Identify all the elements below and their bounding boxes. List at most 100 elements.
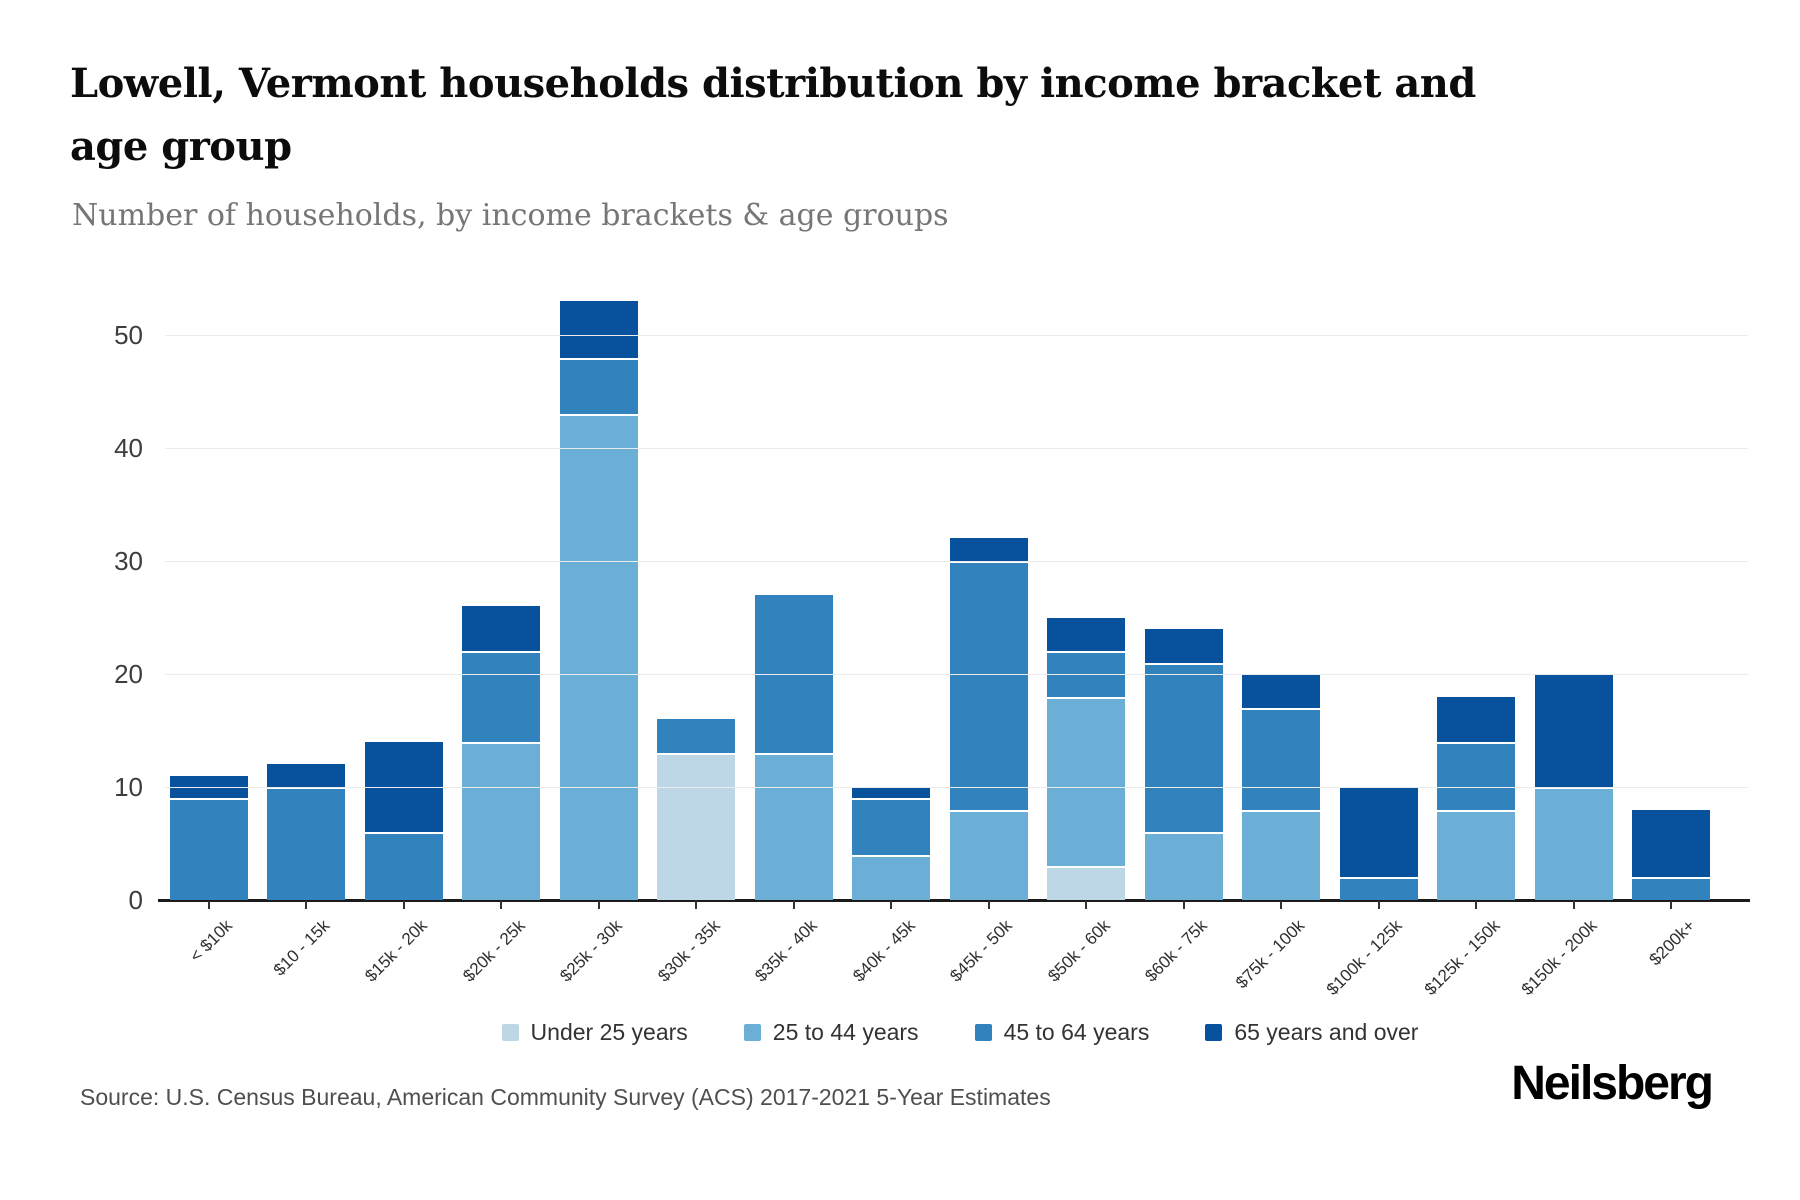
bar-slot (745, 265, 843, 900)
gridline (165, 447, 1748, 449)
legend-item[interactable]: 65 years and over (1205, 1019, 1418, 1046)
legend-label: 25 to 44 years (772, 1018, 919, 1045)
bar-segment[interactable] (1339, 787, 1418, 878)
x-axis-label: $30k - 35k (654, 916, 724, 986)
bar-segment[interactable] (852, 787, 931, 799)
x-axis-tick (1377, 901, 1380, 909)
bar-segment[interactable] (267, 787, 346, 900)
bar-segment[interactable] (462, 651, 541, 742)
gridline (165, 560, 1748, 562)
bar-segment[interactable] (1534, 787, 1613, 900)
bar (1144, 628, 1223, 900)
y-axis-tick-label: 10 (114, 772, 143, 802)
bar-segment[interactable] (1047, 866, 1126, 900)
legend-swatch (974, 1023, 992, 1041)
bar-segment[interactable] (1144, 662, 1223, 833)
x-axis-tick (1085, 901, 1088, 909)
bar (1632, 809, 1711, 900)
bar-slot (1330, 265, 1428, 900)
chart-title: Lowell, Vermont households distribution … (70, 60, 1476, 171)
x-axis-tick (207, 901, 210, 909)
bar-segment[interactable] (559, 357, 638, 415)
bar-segment[interactable] (1437, 741, 1516, 810)
bar-segment[interactable] (1144, 832, 1223, 900)
bar (1437, 696, 1516, 900)
bar-segment[interactable] (1437, 809, 1516, 900)
bar-segment[interactable] (754, 753, 833, 900)
x-axis-tick (695, 901, 698, 909)
x-axis-label: $50k - 60k (1044, 916, 1114, 986)
bar-segment[interactable] (949, 561, 1028, 810)
source-note: Source: U.S. Census Bureau, American Com… (80, 1084, 1051, 1110)
bar-segment[interactable] (462, 741, 541, 900)
bar-segment[interactable] (657, 719, 736, 754)
bar-segment[interactable] (1047, 617, 1126, 652)
y-axis-tick-label: 20 (114, 659, 143, 689)
y-axis-tick-label: 30 (114, 546, 143, 576)
bar (1339, 787, 1418, 900)
bar-segment[interactable] (1047, 696, 1126, 867)
legend-item[interactable]: Under 25 years (501, 1019, 688, 1046)
bar-segment[interactable] (852, 854, 931, 900)
y-axis-tick-label: 40 (114, 433, 143, 463)
legend-swatch (1205, 1023, 1223, 1041)
bar-segment[interactable] (949, 809, 1028, 900)
legend: Under 25 years 25 to 44 years 45 to 64 yea… (160, 1012, 1760, 1052)
gridline (165, 673, 1748, 675)
bar-segment[interactable] (169, 798, 248, 900)
bar-segment[interactable] (1242, 809, 1321, 900)
bar-segment[interactable] (1339, 877, 1418, 900)
x-axis-tick (1280, 901, 1283, 909)
x-axis-tick (305, 901, 308, 909)
x-axis-tick (1182, 901, 1185, 909)
bar-slot (940, 265, 1038, 900)
bar-slot (648, 265, 746, 900)
bar-segment[interactable] (364, 832, 443, 900)
bar (364, 741, 443, 900)
bar-slot (1428, 265, 1526, 900)
bar (1047, 617, 1126, 900)
bar-segment[interactable] (1144, 628, 1223, 663)
bar (267, 764, 346, 900)
brand-logo: Neilsberg (1511, 1057, 1714, 1110)
bar (462, 606, 541, 900)
bar-segment[interactable] (267, 764, 346, 787)
y-axis-tick-label: 50 (114, 320, 143, 350)
bar (169, 775, 248, 900)
x-axis-label: $15k - 20k (361, 916, 432, 986)
x-axis-label: $40k - 45k (849, 916, 919, 986)
bar-segment[interactable] (1437, 696, 1516, 742)
legend-item[interactable]: 25 to 44 years (743, 1018, 919, 1046)
bar-segment[interactable] (1534, 674, 1613, 787)
bar-segment[interactable] (852, 798, 931, 855)
x-axis-label: $125k - 150k (1420, 916, 1504, 999)
x-axis-tick (987, 901, 990, 909)
bar (949, 538, 1028, 900)
x-axis-label: $200k+ (1645, 916, 1699, 970)
gridline (165, 786, 1748, 788)
x-axis-label: $60k - 75k (1141, 916, 1212, 986)
x-axis-label: $25k - 30k (556, 916, 627, 986)
bar-segment[interactable] (657, 753, 736, 900)
x-axis-tick (890, 901, 893, 909)
x-axis-tick (500, 901, 503, 909)
bar-segment[interactable] (1242, 674, 1321, 708)
bar-segment[interactable] (559, 301, 638, 358)
bar-segment[interactable] (1242, 707, 1321, 810)
x-axis-tick (597, 901, 600, 909)
bar-segment[interactable] (949, 538, 1028, 562)
x-axis-line (158, 899, 1750, 902)
legend-item[interactable]: 45 to 64 years (974, 1018, 1150, 1046)
legend-label: 45 to 64 years (1003, 1018, 1150, 1045)
x-axis-tick (402, 901, 405, 909)
bar-segment[interactable] (559, 414, 638, 900)
bar-segment[interactable] (1632, 877, 1711, 900)
legend-swatch (743, 1023, 761, 1041)
bar-slot (1623, 265, 1721, 900)
bar (754, 594, 833, 900)
bar-segment[interactable] (462, 606, 541, 652)
bar (657, 719, 736, 900)
bar-segment[interactable] (1632, 809, 1711, 878)
